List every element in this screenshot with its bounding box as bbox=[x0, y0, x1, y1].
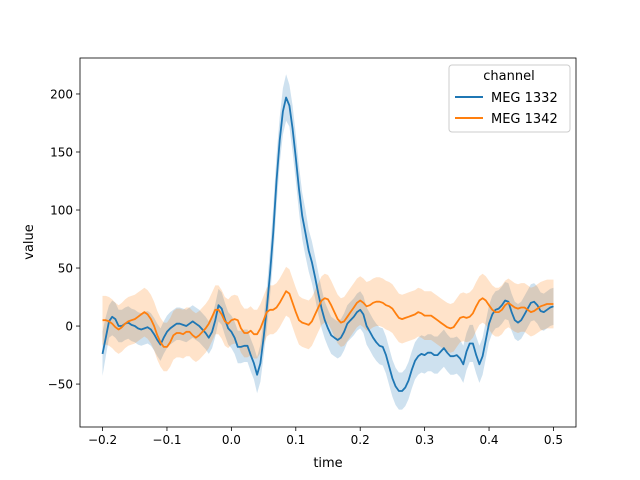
y-axis-label: value bbox=[22, 224, 37, 260]
legend-title: channel bbox=[483, 69, 534, 84]
y-tick-label: 0 bbox=[65, 320, 73, 334]
legend: channel MEG 1332 MEG 1342 bbox=[448, 64, 571, 133]
ci-band-meg-1332 bbox=[102, 74, 554, 410]
y-tick-label: −50 bbox=[48, 378, 73, 392]
x-tick-label: −0.1 bbox=[152, 433, 181, 447]
x-tick-label: 0.0 bbox=[222, 433, 241, 447]
legend-box bbox=[448, 64, 571, 133]
series-line-meg-1332 bbox=[101, 96, 554, 392]
y-axis: −50 0 50 100 150 200 bbox=[48, 87, 80, 392]
y-tick-label: 150 bbox=[50, 145, 73, 159]
x-axis-label: time bbox=[313, 456, 342, 471]
legend-label-meg-1342: MEG 1342 bbox=[491, 112, 558, 127]
y-tick-label: 200 bbox=[50, 87, 73, 101]
x-axis: −0.2 −0.1 0.0 0.1 0.2 0.3 0.4 0.5 bbox=[88, 427, 563, 447]
legend-label-meg-1332: MEG 1332 bbox=[491, 91, 558, 106]
x-tick-label: 0.4 bbox=[479, 433, 498, 447]
x-tick-label: 0.1 bbox=[286, 433, 305, 447]
ci-band-meg-1342 bbox=[102, 266, 554, 372]
series-lines bbox=[101, 96, 554, 392]
y-tick-label: 50 bbox=[58, 262, 73, 276]
plot-frame bbox=[79, 57, 577, 428]
x-tick-label: 0.2 bbox=[351, 433, 370, 447]
x-tick-label: 0.3 bbox=[415, 433, 434, 447]
series-line-meg-1342 bbox=[102, 290, 554, 348]
x-tick-label: −0.2 bbox=[88, 433, 117, 447]
x-tick-label: 0.5 bbox=[544, 433, 563, 447]
y-tick-label: 100 bbox=[50, 204, 73, 218]
confidence-bands bbox=[102, 74, 554, 410]
